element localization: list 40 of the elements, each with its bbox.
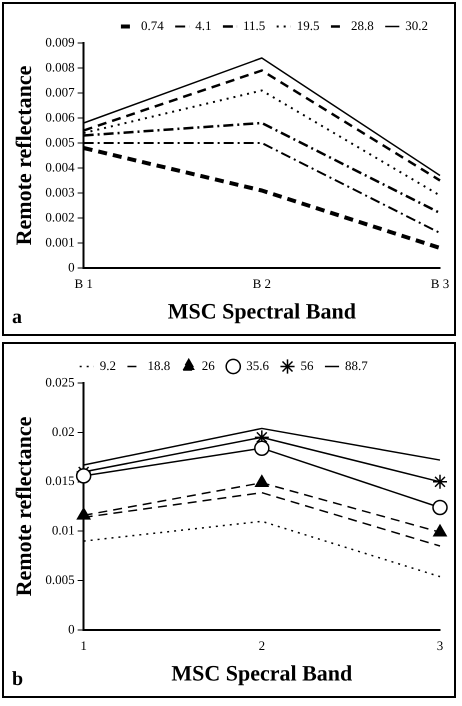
legend-label: 88.7 bbox=[345, 358, 368, 373]
y-tick-label: 0.01 bbox=[52, 522, 75, 538]
x-axis-title: MSC Spectral Band bbox=[168, 298, 356, 324]
legend-label: 19.5 bbox=[296, 18, 320, 33]
x-tick-label: 2 bbox=[258, 638, 266, 654]
text: a bbox=[12, 306, 22, 328]
y-tick-label: 0 bbox=[68, 259, 75, 274]
legend-label: 26 bbox=[202, 358, 216, 373]
x-tick-label: B 3 bbox=[430, 276, 450, 292]
x-tick-label: 1 bbox=[80, 638, 87, 654]
legend-label: 4.1 bbox=[195, 18, 212, 33]
legend-label: 9.2 bbox=[100, 358, 116, 373]
y-axis-title: Remote reflectance bbox=[10, 65, 36, 246]
y-tick-label: 0.005 bbox=[45, 572, 75, 588]
legend-label: 30.2 bbox=[405, 18, 428, 33]
legend-label: 56 bbox=[300, 358, 314, 373]
legend-label: 28.8 bbox=[351, 18, 374, 33]
x-axis-title: MSC Specral Band bbox=[171, 660, 352, 686]
y-tick-label: 0.007 bbox=[45, 84, 76, 100]
x-tick-label: 3 bbox=[436, 638, 444, 654]
y-axis-title: Remote reflectance bbox=[10, 416, 36, 596]
y-tick-label: 0 bbox=[68, 621, 75, 636]
text: b bbox=[12, 668, 24, 690]
x-tick-label: B 2 bbox=[252, 276, 272, 292]
y-tick-label: 0.002 bbox=[45, 209, 75, 224]
legend-label: 11.5 bbox=[242, 18, 266, 33]
y-tick-label: 0.025 bbox=[45, 374, 75, 390]
y-tick-label: 0.02 bbox=[52, 424, 75, 439]
y-tick-label: 0.005 bbox=[45, 134, 75, 150]
x-tick-label: B 1 bbox=[74, 276, 93, 292]
y-tick-label: 0.004 bbox=[45, 159, 76, 174]
y-tick-label: 0.001 bbox=[45, 234, 75, 250]
y-tick-label: 0.009 bbox=[45, 34, 75, 50]
legend-label: 18.8 bbox=[148, 358, 170, 373]
legend-label: 35.6 bbox=[246, 358, 270, 373]
y-tick-label: 0.003 bbox=[45, 184, 75, 200]
legend-label: 0.74 bbox=[140, 18, 164, 33]
y-tick-label: 0.008 bbox=[45, 59, 75, 74]
y-tick-label: 0.015 bbox=[45, 473, 75, 488]
y-tick-label: 0.006 bbox=[45, 109, 76, 124]
